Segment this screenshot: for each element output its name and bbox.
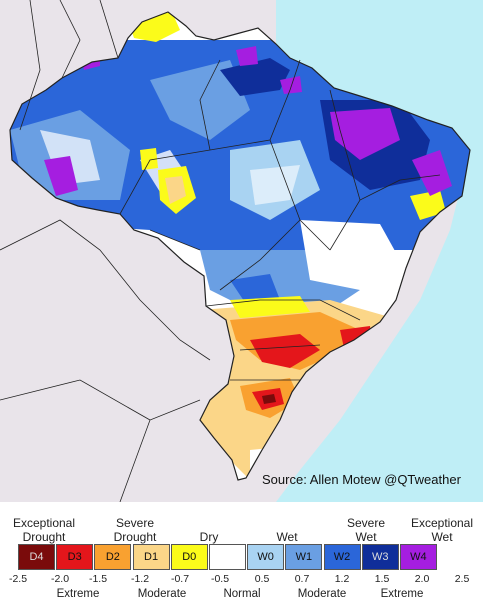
legend-tick: -2.0: [50, 573, 70, 585]
legend-swatch-d0: D0: [170, 544, 208, 570]
legend-bottom-label: Extreme: [380, 588, 424, 600]
legend-bottom-label: Moderate: [297, 588, 347, 600]
legend-swatch-w3: W3: [361, 544, 399, 570]
legend-tick: 0.5: [254, 573, 270, 585]
ocean: [276, 0, 483, 502]
legend-swatch-w1: W1: [285, 544, 323, 570]
state-borders: [119, 59, 441, 381]
legend-tick: -0.5: [210, 573, 230, 585]
legend-tick: -1.5: [88, 573, 108, 585]
legend-bottom-label: Moderate: [137, 588, 187, 600]
legend-swatch-d2: D2: [94, 544, 132, 570]
legend-tick: 2.5: [454, 573, 470, 585]
legend-swatch-w0: W0: [247, 544, 285, 570]
legend-top-label: Wet: [276, 530, 298, 544]
legend-swatch-w4: W4: [399, 544, 437, 570]
legend-tick: -1.2: [130, 573, 150, 585]
legend-swatch-w2: W2: [323, 544, 361, 570]
legend-swatch-d3: D3: [56, 544, 94, 570]
source-credit: Source: Allen Motew @QTweather: [262, 472, 461, 487]
legend-top-label: Dry: [199, 530, 219, 544]
legend-top-label: Severe Wet: [346, 516, 386, 544]
legend-swatch-d1: D1: [132, 544, 170, 570]
legend-bottom-label: Normal: [223, 588, 261, 600]
brazil-border: [9, 11, 471, 481]
legend-tick: -0.7: [170, 573, 190, 585]
legend-bottom-label: Extreme: [56, 588, 100, 600]
legend-top-label: Severe Drought: [113, 516, 157, 544]
legend-tick: 1.5: [374, 573, 390, 585]
legend-swatch-d4: D4: [18, 544, 55, 570]
neighbor-borders: [0, 0, 211, 502]
legend-color-bar: D4 D3 D2 D1 D0 W0 W1 W2 W3 W4: [18, 544, 438, 570]
legend-top-label: Exceptional Drought: [12, 516, 76, 544]
legend-tick: 1.2: [334, 573, 350, 585]
legend-swatch-normal: [208, 544, 246, 570]
map-graphic: [0, 0, 483, 502]
legend-tick: -2.5: [8, 573, 28, 585]
legend-tick: 2.0: [414, 573, 430, 585]
legend-top-label: Exceptional Wet: [410, 516, 474, 544]
legend-tick: 0.7: [294, 573, 310, 585]
drought-map: Source: Allen Motew @QTweather: [0, 0, 483, 502]
